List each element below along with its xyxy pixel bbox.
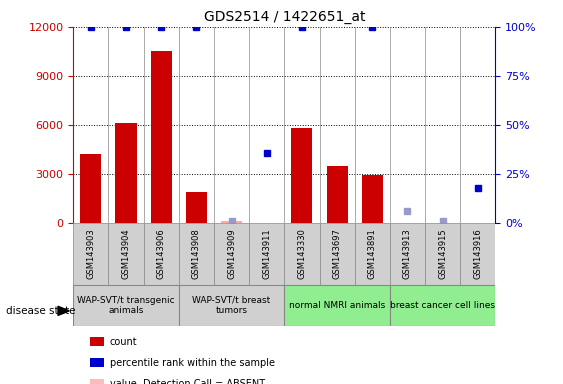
Text: GSM143904: GSM143904 xyxy=(122,228,131,279)
Text: normal NMRI animals: normal NMRI animals xyxy=(289,301,385,310)
Bar xyxy=(151,51,172,223)
FancyBboxPatch shape xyxy=(355,223,390,285)
FancyBboxPatch shape xyxy=(179,285,284,326)
FancyBboxPatch shape xyxy=(320,223,355,285)
Bar xyxy=(327,166,347,223)
Text: GSM143909: GSM143909 xyxy=(227,228,236,279)
Text: GSM143891: GSM143891 xyxy=(368,228,377,279)
Bar xyxy=(115,123,137,223)
Text: WAP-SVT/t breast
tumors: WAP-SVT/t breast tumors xyxy=(193,296,271,315)
Text: breast cancer cell lines: breast cancer cell lines xyxy=(390,301,495,310)
FancyBboxPatch shape xyxy=(390,285,495,326)
Text: GSM143911: GSM143911 xyxy=(262,228,271,279)
Text: GSM143330: GSM143330 xyxy=(297,228,306,279)
FancyBboxPatch shape xyxy=(73,223,108,285)
FancyBboxPatch shape xyxy=(284,223,320,285)
FancyBboxPatch shape xyxy=(108,223,144,285)
FancyBboxPatch shape xyxy=(461,223,495,285)
Bar xyxy=(80,154,101,223)
FancyBboxPatch shape xyxy=(144,223,179,285)
FancyBboxPatch shape xyxy=(425,223,461,285)
Title: GDS2514 / 1422651_at: GDS2514 / 1422651_at xyxy=(204,10,365,25)
Bar xyxy=(292,128,312,223)
Bar xyxy=(221,222,242,223)
Text: GSM143906: GSM143906 xyxy=(157,228,166,279)
FancyBboxPatch shape xyxy=(249,223,284,285)
Text: GSM143908: GSM143908 xyxy=(192,228,201,279)
Text: GSM143913: GSM143913 xyxy=(403,228,412,279)
FancyBboxPatch shape xyxy=(214,223,249,285)
FancyBboxPatch shape xyxy=(390,223,425,285)
Text: WAP-SVT/t transgenic
animals: WAP-SVT/t transgenic animals xyxy=(77,296,175,315)
Text: percentile rank within the sample: percentile rank within the sample xyxy=(110,358,275,368)
Bar xyxy=(221,222,242,223)
Text: GSM143916: GSM143916 xyxy=(473,228,482,279)
Text: count: count xyxy=(110,337,137,347)
Bar xyxy=(362,175,383,223)
Text: GSM143903: GSM143903 xyxy=(86,228,95,279)
FancyBboxPatch shape xyxy=(179,223,214,285)
Text: disease state: disease state xyxy=(6,306,75,316)
FancyBboxPatch shape xyxy=(284,285,390,326)
Bar xyxy=(186,192,207,223)
FancyBboxPatch shape xyxy=(73,285,179,326)
Text: GSM143915: GSM143915 xyxy=(438,228,447,279)
Text: value, Detection Call = ABSENT: value, Detection Call = ABSENT xyxy=(110,379,265,384)
Text: GSM143697: GSM143697 xyxy=(333,228,342,279)
